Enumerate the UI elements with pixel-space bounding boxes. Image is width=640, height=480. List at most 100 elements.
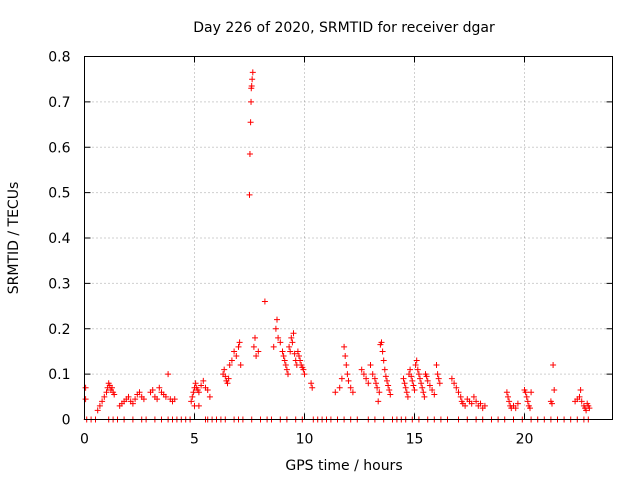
ticks-layer: 0 0.1 0.2 0.3 0.4 0.5 0.6 0.7 0.8 0 5 10 15 20 (48, 50, 613, 448)
data-point (344, 371, 351, 378)
data-point (287, 348, 294, 355)
data-point (250, 343, 257, 350)
data-point (457, 393, 464, 400)
data-point (455, 389, 462, 396)
data-point (221, 366, 228, 373)
data-point (277, 339, 284, 346)
data-point (415, 371, 422, 378)
data-point (111, 391, 118, 398)
data-point (387, 391, 394, 398)
data-point (289, 339, 296, 346)
data-point (468, 400, 475, 407)
data-point (369, 371, 376, 378)
data-point (136, 389, 143, 396)
data-point (462, 402, 469, 409)
data-point (522, 389, 529, 396)
data-point (237, 362, 244, 369)
data-point (195, 402, 202, 409)
data-point (231, 348, 238, 355)
data-point (343, 362, 350, 369)
data-point (433, 362, 440, 369)
data-point (82, 384, 89, 391)
data-point (407, 366, 414, 373)
data-point (341, 343, 348, 350)
data-point (365, 380, 372, 387)
data-point (247, 119, 254, 126)
y-tick-label: 0 (62, 413, 71, 429)
data-point (453, 384, 460, 391)
data-point (586, 405, 593, 412)
data-point (275, 334, 282, 341)
x-tick-label: 10 (296, 432, 314, 448)
data-point (381, 366, 388, 373)
data-point (386, 387, 393, 394)
data-point (300, 366, 307, 373)
data-point (270, 343, 277, 350)
data-point (228, 357, 235, 364)
data-point (413, 357, 420, 364)
data-point (414, 366, 421, 373)
data-point (225, 375, 232, 382)
data-point (274, 316, 280, 323)
data-point (283, 366, 290, 373)
data-point (279, 348, 286, 355)
x-axis-title: GPS time / hours (285, 458, 402, 474)
x-tick-label: 0 (80, 432, 89, 448)
data-point (380, 357, 387, 364)
data-point (301, 371, 308, 378)
data-point (470, 393, 477, 400)
grid-layer (84, 56, 613, 420)
data-point (103, 389, 110, 396)
data-point (503, 389, 510, 396)
data-point (426, 382, 433, 389)
data-point (528, 389, 535, 396)
data-point (435, 375, 442, 382)
y-tick-label: 0.2 (48, 322, 70, 338)
data-point (189, 393, 196, 400)
data-point (204, 387, 211, 394)
data-point (281, 357, 288, 364)
data-point (235, 343, 242, 350)
data-point (222, 373, 229, 380)
x-tick-label: 5 (190, 432, 199, 448)
data-point (423, 373, 430, 380)
data-point (408, 373, 415, 380)
y-tick-label: 0.1 (48, 367, 70, 383)
data-point (190, 389, 197, 396)
data-point (342, 352, 349, 359)
data-point (294, 348, 301, 355)
data-point (162, 393, 169, 400)
data-point (378, 339, 385, 346)
x-tick-label: 20 (516, 432, 534, 448)
data-point (374, 384, 381, 391)
data-point (96, 402, 103, 409)
data-point (512, 405, 519, 412)
data-point (404, 393, 411, 400)
data-point (524, 398, 531, 405)
data-point (424, 377, 431, 384)
data-point (431, 391, 438, 398)
y-tick-label: 0.5 (48, 186, 70, 202)
data-point (198, 382, 205, 389)
data-point (477, 400, 484, 407)
data-point (401, 380, 408, 387)
data-point (252, 334, 258, 341)
data-point (338, 375, 345, 382)
data-point (129, 400, 136, 407)
chart-title: Day 226 of 2020, SRMTID for receiver dga… (193, 20, 495, 36)
data-point (576, 393, 583, 400)
y-tick-label: 0.8 (48, 50, 70, 66)
data-point (309, 384, 316, 391)
data-point (385, 382, 392, 389)
data-point (171, 396, 178, 403)
data-point (290, 330, 297, 337)
data-point (418, 380, 425, 387)
data-point (249, 76, 256, 83)
data-point (140, 396, 147, 403)
data-point (358, 366, 365, 373)
data-point (360, 371, 367, 378)
data-point (429, 387, 436, 394)
data-point (188, 398, 195, 405)
